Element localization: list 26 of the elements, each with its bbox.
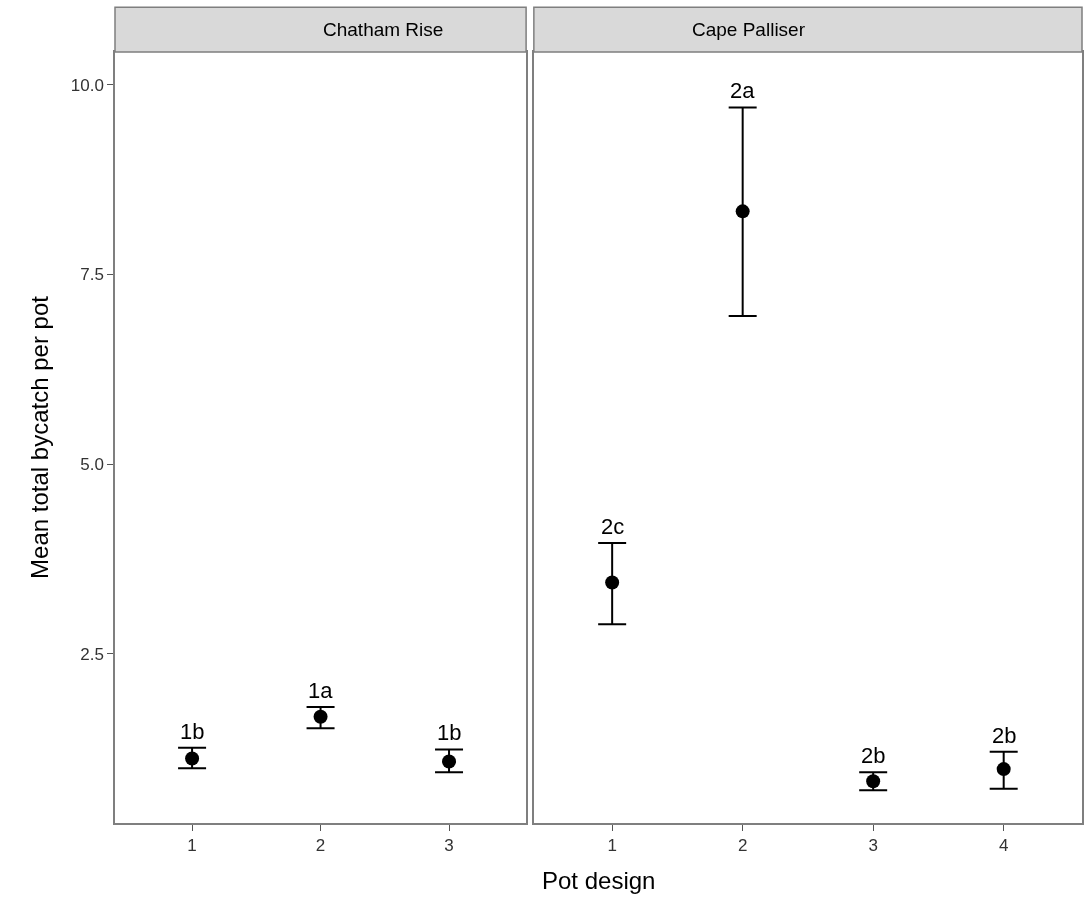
annotation: 1b bbox=[437, 720, 462, 745]
x-tick-label: 3 bbox=[868, 836, 878, 856]
point bbox=[996, 762, 1011, 777]
x-tick-label: 1 bbox=[187, 836, 197, 856]
chart-title: Chatham Rise bbox=[323, 19, 444, 40]
y-tick-label: 10.0 bbox=[70, 75, 104, 95]
x-tick-label: 3 bbox=[444, 836, 454, 856]
annotation: 1b bbox=[180, 719, 205, 744]
point bbox=[735, 204, 750, 219]
y-tick-label: 2.5 bbox=[80, 644, 104, 664]
y-tick-label: 5.0 bbox=[80, 455, 104, 475]
annotation: 2a bbox=[730, 78, 756, 103]
x-tick-label: 1 bbox=[607, 836, 617, 856]
chart-title: Cape Palliser bbox=[692, 19, 806, 40]
annotation: 1a bbox=[308, 678, 334, 703]
annotation: 2b bbox=[992, 723, 1017, 748]
y-tick-label: 7.5 bbox=[80, 265, 104, 285]
point bbox=[605, 575, 620, 590]
y-axis-title: Mean total bycatch per pot bbox=[26, 295, 54, 579]
x-tick-label: 2 bbox=[737, 836, 748, 856]
point bbox=[866, 774, 881, 789]
x-axis-title: Pot design bbox=[542, 867, 656, 894]
annotation: 2c bbox=[601, 514, 625, 539]
x-tick-label: 4 bbox=[998, 836, 1009, 856]
x-tick-label: 2 bbox=[315, 836, 326, 856]
annotation: 2b bbox=[861, 743, 886, 768]
